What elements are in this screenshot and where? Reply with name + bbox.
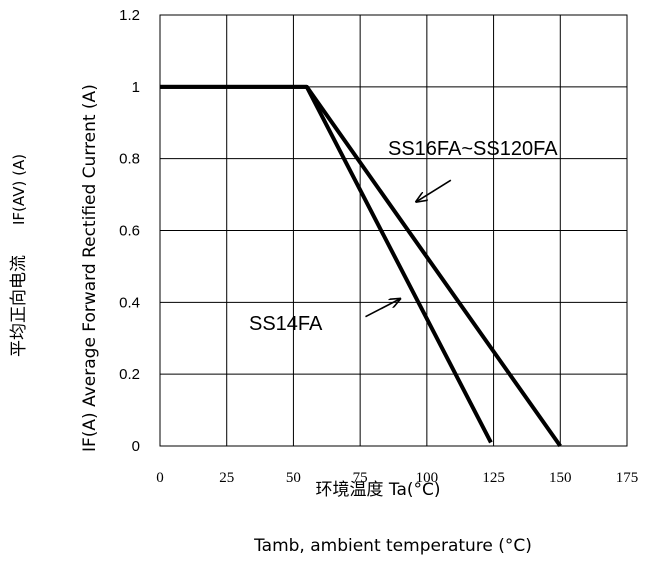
series-annotation-label: SS16FA~SS120FA bbox=[388, 138, 558, 160]
y-tick-label: 0.4 bbox=[119, 294, 140, 311]
x-axis-label-english: Tamb, ambient temperature (°C) bbox=[253, 536, 532, 556]
y-tick-label: 1 bbox=[132, 79, 140, 96]
x-tick-label: 0 bbox=[156, 470, 164, 486]
series-annotation-label: SS14FA bbox=[249, 313, 323, 335]
annotation-arrow bbox=[365, 299, 400, 318]
x-tick-label: 150 bbox=[549, 470, 572, 486]
y-tick-label: 0.2 bbox=[119, 366, 140, 383]
x-tick-label: 50 bbox=[286, 470, 301, 486]
grid bbox=[159, 14, 628, 447]
annotation-arrow bbox=[416, 179, 452, 202]
x-axis-label: 环境温度 Ta(°C) bbox=[315, 480, 440, 500]
y-axis-ticks: 0 0.2 0.4 0.6 0.8 1 1.2 bbox=[119, 7, 140, 455]
annotations: SS16FA~SS120FA SS14FA bbox=[249, 138, 558, 335]
x-tick-label: 75 bbox=[353, 470, 368, 486]
y-tick-label: 0 bbox=[132, 438, 140, 455]
y-tick-label: 0.6 bbox=[119, 223, 140, 240]
x-tick-label: 100 bbox=[416, 470, 439, 486]
y-axis-label-chinese: 平均正向电流 bbox=[9, 255, 29, 357]
y-axis-label-symbol: IF(AV) (A) bbox=[10, 154, 28, 225]
plot-area bbox=[159, 14, 628, 447]
x-tick-label: 25 bbox=[219, 470, 234, 486]
series-line-2 bbox=[160, 84, 562, 448]
x-tick-label: 175 bbox=[616, 470, 639, 486]
y-axis-label-english: IF(A) Average Forward Rectified Current … bbox=[80, 84, 100, 452]
x-axis-ticks: 0 25 50 75 100 125 150 175 bbox=[156, 470, 638, 486]
y-tick-label: 0.8 bbox=[119, 151, 140, 168]
x-tick-label: 125 bbox=[482, 470, 505, 486]
y-tick-label: 1.2 bbox=[119, 7, 140, 24]
series-lines bbox=[160, 84, 562, 448]
